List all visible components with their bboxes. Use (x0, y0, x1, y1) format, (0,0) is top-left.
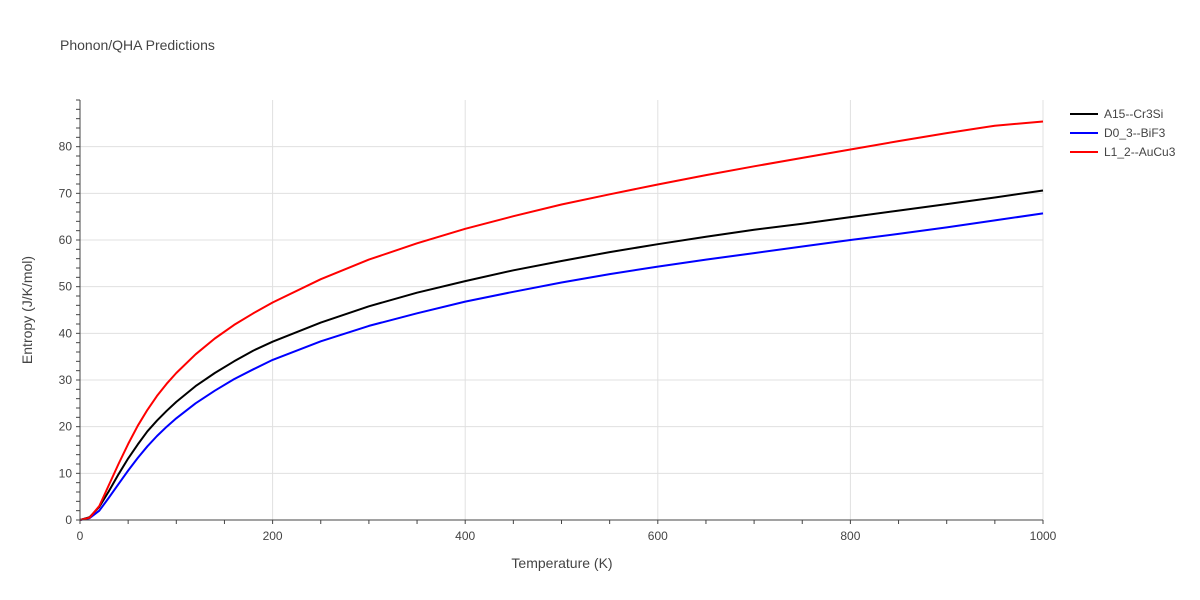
y-tick-label: 10 (59, 466, 73, 480)
x-tick-label: 200 (263, 529, 283, 543)
x-tick-label: 0 (77, 529, 84, 543)
series-line-3 (79, 120, 1044, 521)
legend-item[interactable]: A15--Cr3Si (1070, 107, 1163, 121)
legend-item[interactable]: L1_2--AuCu3 (1070, 145, 1176, 159)
x-tick-label: 1000 (1030, 529, 1057, 543)
y-tick-label: 20 (59, 420, 73, 434)
x-tick-label: 800 (840, 529, 860, 543)
legend-label: L1_2--AuCu3 (1104, 145, 1176, 159)
series-line-1 (79, 189, 1044, 521)
plot-area (79, 120, 1044, 521)
x-tick-label: 400 (455, 529, 475, 543)
chart-title: Phonon/QHA Predictions (60, 37, 215, 53)
x-tick-label: 600 (648, 529, 668, 543)
grid (80, 100, 1044, 520)
legend-label: A15--Cr3Si (1104, 107, 1163, 121)
series-line-2 (79, 212, 1044, 521)
legend-item[interactable]: D0_3--BiF3 (1070, 126, 1166, 140)
y-tick-label: 40 (59, 326, 73, 340)
y-tick-label: 0 (65, 513, 72, 527)
y-axis-title: Entropy (J/K/mol) (19, 256, 35, 364)
legend[interactable]: A15--Cr3Si D0_3--BiF3 L1_2--AuCu3 (1070, 107, 1176, 159)
y-tick-label: 30 (59, 373, 73, 387)
y-tick-label: 60 (59, 233, 73, 247)
y-tick-label: 80 (59, 140, 73, 154)
y-tick-label: 50 (59, 280, 73, 294)
x-axis-title: Temperature (K) (511, 555, 612, 571)
axes: 0 200 400 600 800 1000 0 10 20 30 40 50 60 70 80 (59, 99, 1057, 543)
legend-label: D0_3--BiF3 (1104, 126, 1166, 140)
y-tick-label: 70 (59, 186, 73, 200)
